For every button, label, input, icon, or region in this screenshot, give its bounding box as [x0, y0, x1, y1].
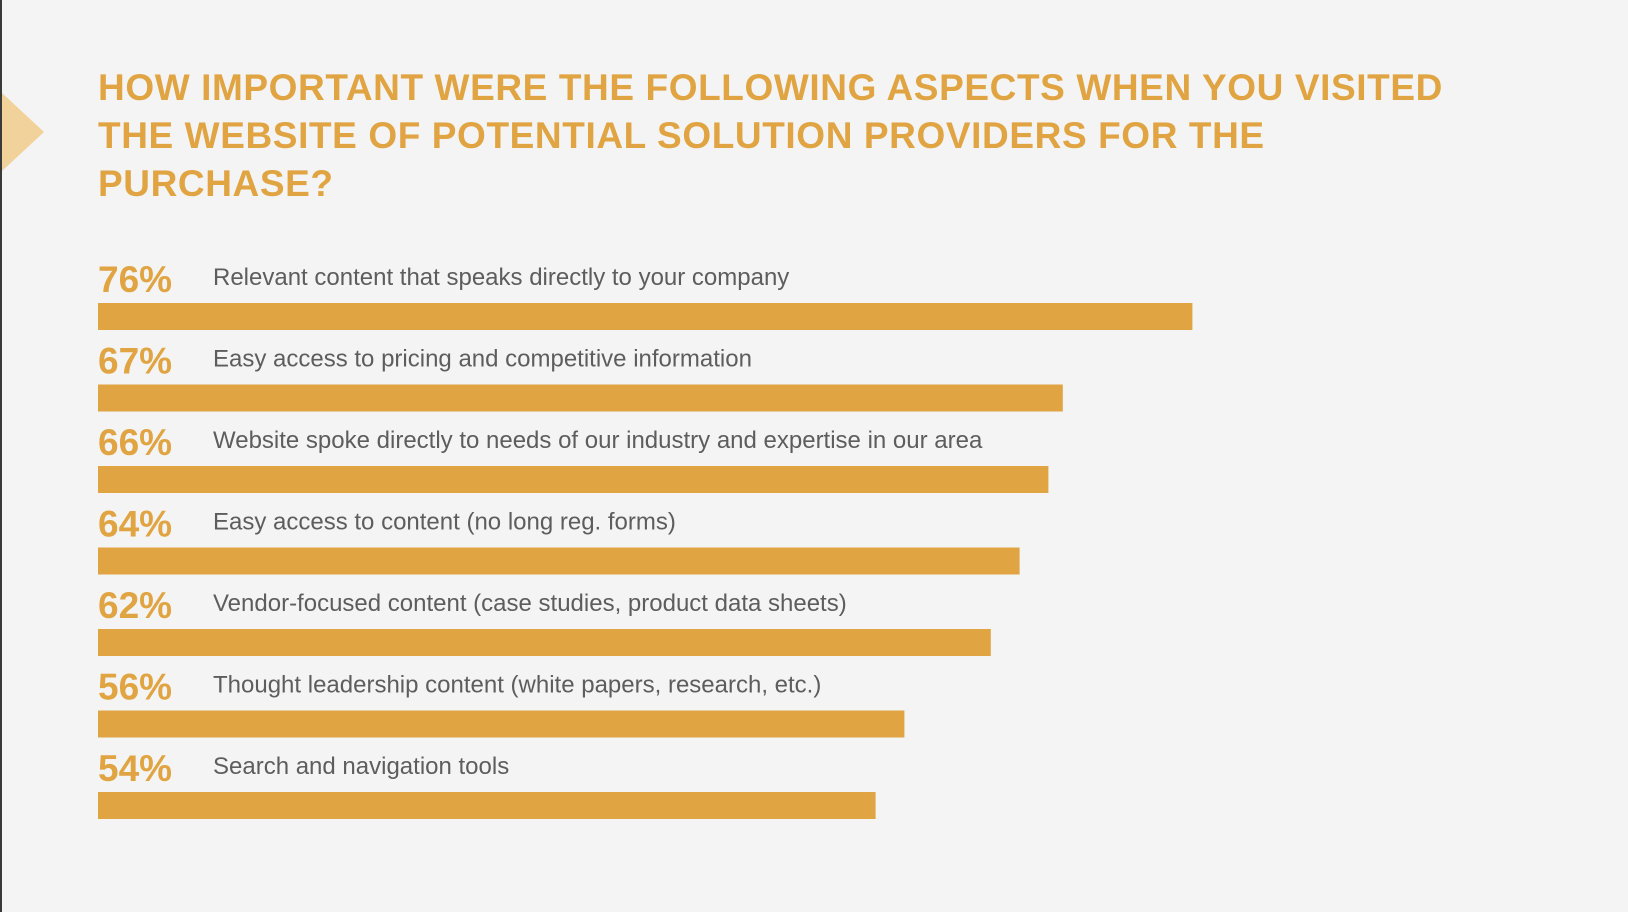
- bar: [98, 792, 876, 819]
- value-label: 76%: [98, 259, 172, 300]
- value-label: 62%: [98, 585, 172, 626]
- category-label: Website spoke directly to needs of our i…: [213, 427, 983, 454]
- bar: [98, 629, 991, 656]
- bar: [98, 384, 1063, 412]
- category-label: Search and navigation tools: [213, 753, 509, 780]
- category-label: Easy access to pricing and competitive i…: [213, 346, 752, 373]
- value-label: 67%: [98, 341, 172, 382]
- left-edge-line: [0, 0, 2, 912]
- bar: [98, 710, 905, 738]
- bar: [98, 547, 1020, 575]
- category-label: Thought leadership content (white papers…: [213, 672, 821, 699]
- category-label: Vendor-focused content (case studies, pr…: [213, 590, 847, 617]
- arrow-marker-icon: [2, 93, 44, 171]
- value-label: 56%: [98, 667, 172, 708]
- value-label: 54%: [98, 748, 172, 789]
- bar: [98, 303, 1193, 330]
- value-label: 64%: [98, 504, 172, 545]
- category-label: Easy access to content (no long reg. for…: [213, 509, 676, 536]
- chart-title: HOW IMPORTANT WERE THE FOLLOWING ASPECTS…: [98, 67, 1443, 204]
- bar: [98, 466, 1049, 493]
- category-label: Relevant content that speaks directly to…: [213, 264, 789, 291]
- value-label: 66%: [98, 422, 172, 463]
